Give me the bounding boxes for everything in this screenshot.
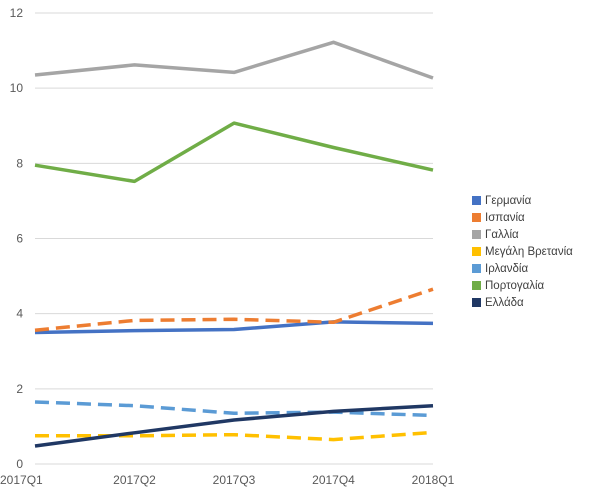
series-line [34, 403, 434, 448]
y-tick-label: 8 [16, 156, 23, 170]
legend-item: Ισπανία [472, 209, 573, 226]
legend-item: Πορτογαλία [472, 277, 573, 294]
x-tick-label: 2017Q2 [113, 473, 156, 487]
series-line [34, 121, 434, 184]
legend-label: Πορτογαλία [485, 279, 545, 292]
gridlines [35, 12, 433, 465]
legend-label: Ισπανία [485, 211, 525, 224]
legend-swatch [472, 298, 481, 307]
legend-swatch [472, 213, 481, 222]
y-tick-label: 4 [16, 307, 23, 321]
y-tick-label: 0 [16, 457, 23, 471]
legend-label: Μεγάλη Βρετανία [485, 245, 573, 258]
x-tick-label: 2017Q1 [0, 473, 43, 487]
legend-label: Ελλάδα [485, 296, 524, 309]
y-tick-label: 6 [16, 232, 23, 246]
legend-swatch [472, 281, 481, 290]
legend-item: Γερμανία [472, 192, 573, 209]
legend-swatch [472, 196, 481, 205]
legend-item: Ελλάδα [472, 294, 573, 311]
legend-item: Γαλλία [472, 226, 573, 243]
series-line [34, 400, 434, 418]
series-line [34, 40, 434, 80]
y-tick-label: 10 [10, 81, 24, 95]
legend-swatch [472, 264, 481, 273]
legend-swatch [472, 230, 481, 239]
legend-swatch [472, 247, 481, 256]
y-tick-label: 2 [16, 382, 23, 396]
x-tick-label: 2018Q1 [412, 473, 455, 487]
x-axis-ticks: 2017Q1 2017Q2 2017Q3 2017Q4 2018Q1 [0, 473, 455, 487]
x-tick-label: 2017Q4 [312, 473, 355, 487]
y-axis-ticks: 0 2 4 6 8 10 12 [10, 6, 24, 471]
legend-item: Ιρλανδία [472, 260, 573, 277]
legend-label: Ιρλανδία [485, 262, 529, 275]
legend-label: Γαλλία [485, 228, 519, 241]
series-lines [34, 40, 434, 448]
x-tick-label: 2017Q3 [213, 473, 256, 487]
series-line [34, 320, 434, 335]
series-line [34, 287, 434, 332]
legend-item: Μεγάλη Βρετανία [472, 243, 573, 260]
chart-legend: Γερμανία Ισπανία Γαλλία Μεγάλη Βρετανία Ιρλα… [472, 192, 573, 311]
y-tick-label: 12 [10, 6, 24, 20]
legend-label: Γερμανία [485, 194, 532, 207]
